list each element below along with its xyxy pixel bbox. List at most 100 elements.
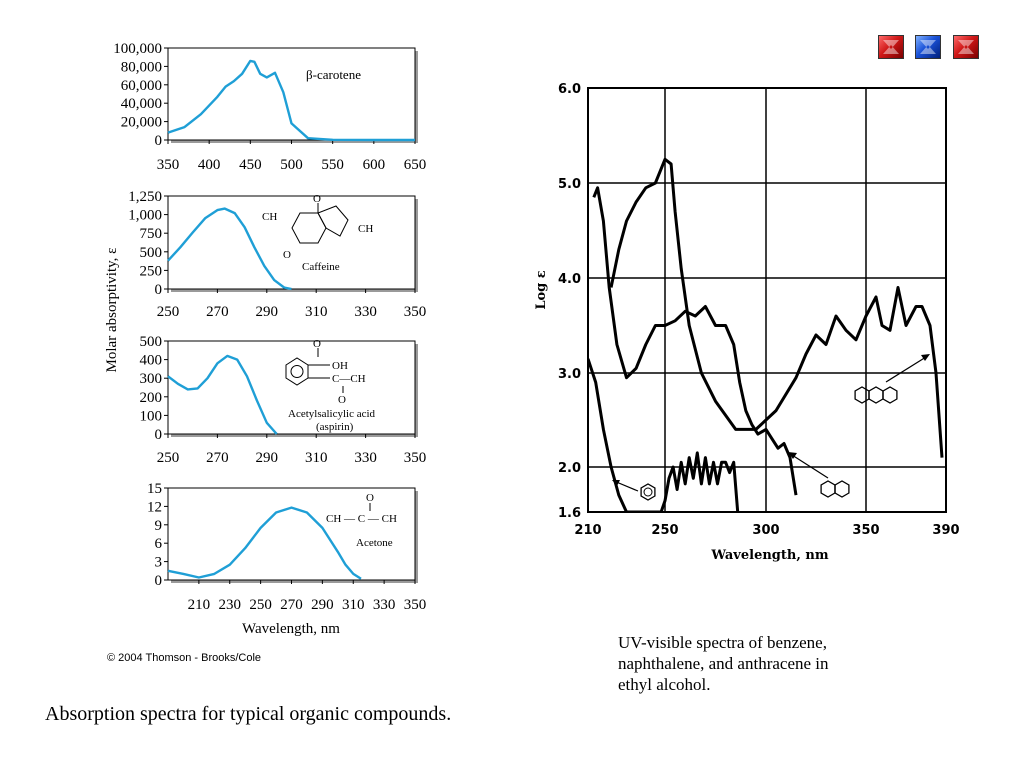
ring [834, 480, 850, 498]
y-tick-label: 5.0 [558, 177, 581, 192]
y-tick-label: 300 [140, 371, 163, 387]
spectrum-line-anthracene [609, 157, 944, 458]
x-tick-label: 290 [311, 597, 334, 613]
atom-o: O [283, 249, 291, 261]
y-tick-label: 0 [155, 282, 163, 298]
y-tick-label: 0 [155, 133, 163, 149]
y-axis-label: Molar absorptivity, ε [104, 248, 120, 373]
beta-carotene-label: β-carotene [306, 67, 361, 82]
x-tick-label: 230 [219, 597, 242, 613]
x-tick-label: 600 [363, 157, 386, 173]
y-tick-label: 40,000 [121, 96, 162, 112]
x-tick-label: 290 [256, 304, 279, 320]
anthracene-arrow [885, 356, 927, 383]
y-axis-label: Log ε [534, 270, 549, 309]
x-tick-label: 270 [280, 597, 303, 613]
x-tick-label: 250 [651, 523, 678, 538]
left-spectra-figure: 100,000 80,000 60,000 40,000 20,000 0 350 400 45… [104, 41, 427, 637]
x-tick-label: 350 [852, 523, 879, 538]
x-tick-label: 350 [404, 304, 427, 320]
atom-group: CH [262, 211, 277, 223]
aromatic-circle [290, 365, 304, 378]
y-tick-label: 1.6 [558, 506, 581, 521]
x-tick-label: 250 [157, 450, 180, 466]
y-tick-label: 12 [147, 499, 162, 515]
naphthalene-structure-icon [820, 480, 850, 498]
y-tick-label: 6 [155, 536, 163, 552]
nav-next-button[interactable] [953, 35, 979, 59]
x-tick-label: 500 [280, 157, 303, 173]
y-tick-label: 1,000 [128, 208, 162, 224]
panel-frame [167, 340, 416, 435]
spectrum-panel-4: 15 12 9 6 3 0 210 230 250 270 290 310 330 350 [147, 481, 426, 613]
spectrum-panel-2: 1,250 1,000 750 500 250 0 250 270 290 310 330 350 [128, 189, 426, 320]
y-tick-label: 100,000 [113, 41, 162, 57]
x-axis-label: Wavelength, nm [710, 548, 828, 563]
atom-o: O [366, 492, 374, 504]
spectrum-line-benzene [588, 358, 740, 512]
y-tick-label: 9 [155, 518, 163, 534]
y-tick-label: 750 [140, 226, 163, 242]
atom-o: O [338, 394, 346, 406]
spectrum-panel-3: 500 400 300 200 100 0 250 270 290 310 330 350 [140, 334, 427, 466]
panel-frame [167, 195, 416, 290]
spectrum-line-naphthalene [592, 186, 798, 496]
x-tick-label: 310 [305, 450, 328, 466]
acetone-structure-icon: CH — C — CH [326, 513, 397, 525]
caffeine-structure-icon [291, 203, 349, 244]
atom-group: C—CH [332, 373, 366, 385]
log-epsilon-chart: 6.0 5.0 4.0 3.0 2.0 1.6 210 250 300 350 390 Wavelen… [534, 82, 960, 563]
arrow-head [788, 452, 797, 459]
arrow-head [921, 354, 930, 361]
anthracene-structure-icon [854, 386, 898, 404]
y-tick-label: 1,250 [128, 189, 162, 205]
spectrum-line [167, 207, 292, 291]
atom-group: CH [358, 223, 373, 235]
red-arrow-icon [883, 40, 899, 54]
acetone-label: Acetone [356, 537, 393, 549]
atom-o: O [313, 338, 321, 350]
x-tick-label: 210 [574, 523, 601, 538]
y-tick-label: 100 [140, 408, 163, 424]
chart-frame [587, 87, 947, 513]
x-tick-label: 350 [404, 450, 427, 466]
x-tick-label: 250 [249, 597, 272, 613]
y-tick-label: 0 [155, 427, 163, 443]
x-tick-label: 650 [404, 157, 427, 173]
x-tick-label: 250 [157, 304, 180, 320]
ring [640, 483, 656, 501]
x-tick-label: 210 [188, 597, 211, 613]
spectrum-panel-1: 100,000 80,000 60,000 40,000 20,000 0 350 400 45… [113, 41, 426, 173]
ring [882, 386, 898, 404]
arrow-head [612, 480, 620, 486]
aspirin-label: Acetylsalicylic acid [288, 408, 376, 420]
y-tick-label: 4.0 [558, 272, 581, 287]
copyright-text: © 2004 Thomson - Brooks/Cole [107, 652, 262, 664]
atom-o: O [313, 193, 321, 205]
y-tick-label: 2.0 [558, 461, 581, 476]
x-tick-label: 400 [198, 157, 221, 173]
nav-first-button[interactable] [878, 35, 904, 59]
x-tick-label: 330 [354, 450, 377, 466]
spectrum-line [167, 354, 278, 435]
x-tick-label: 270 [206, 304, 229, 320]
x-tick-label: 270 [206, 450, 229, 466]
y-tick-label: 500 [140, 334, 163, 350]
red-arrow-icon [958, 40, 974, 54]
x-tick-label: 330 [373, 597, 396, 613]
x-tick-label: 450 [239, 157, 262, 173]
x-tick-label: 550 [321, 157, 344, 173]
aspirin-label-sub: (aspirin) [316, 421, 354, 433]
spectrum-line [167, 59, 415, 142]
x-tick-label: 350 [157, 157, 180, 173]
y-tick-label: 0 [155, 573, 163, 589]
y-tick-label: 500 [140, 245, 163, 261]
panel-frame [167, 487, 416, 581]
aspirin-structure-icon [285, 348, 344, 393]
caption-line: UV-visible spectra of benzene, [618, 633, 827, 652]
y-tick-label: 400 [140, 353, 163, 369]
x-tick-label: 310 [342, 597, 365, 613]
aromatic-circle [643, 487, 653, 497]
caption-line: naphthalene, and anthracene in [618, 654, 829, 673]
nav-blue-button[interactable] [915, 35, 941, 59]
